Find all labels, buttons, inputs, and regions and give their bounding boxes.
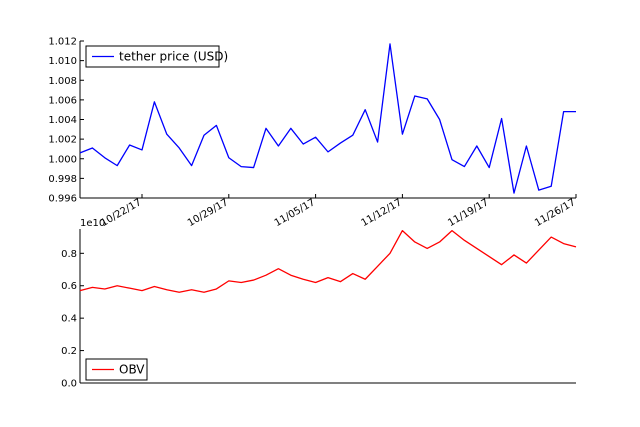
legend-frame (85, 358, 148, 381)
x-tick-label: 10/29/17 (186, 197, 230, 229)
series-line (79, 229, 577, 293)
legend-label: OBV (119, 363, 145, 377)
legend-frame (85, 45, 220, 68)
y-tick-label: 1.002 (48, 135, 77, 146)
price-chart: 0.996 0.998 1.000 1.002 1.004 1.006 1.008 1.010… (48, 37, 577, 230)
y-tick-label: 0.6 (61, 281, 77, 292)
series-line (79, 43, 576, 194)
y-tick-label: 1.012 (48, 37, 77, 48)
axis-offset-label: 1e10 (80, 218, 105, 229)
x-tick-label: 11/12/17 (359, 197, 403, 229)
legend: OBV (85, 358, 148, 381)
y-tick-label: 1.000 (48, 154, 77, 165)
obv-chart: 0.0 0.2 0.4 0.6 0.8 1e10 OBV (61, 218, 577, 390)
y-tick-label: 1.010 (48, 56, 77, 67)
legend-label: tether price (USD) (119, 50, 228, 64)
y-tick-label: 0.2 (61, 346, 77, 357)
y-tick-label: 1.004 (48, 115, 77, 126)
x-tick-label: 11/26/17 (533, 197, 577, 229)
y-tick-label: 1.008 (48, 76, 77, 87)
x-tick-label: 11/19/17 (446, 197, 490, 229)
y-tick-label: 0.0 (61, 379, 77, 390)
y-tick-label: 0.996 (48, 194, 77, 205)
x-tick-label: 11/05/17 (273, 197, 317, 229)
legend: tether price (USD) (85, 45, 228, 68)
y-tick-label: 0.998 (48, 174, 77, 185)
y-tick-label: 1.006 (48, 95, 77, 106)
y-tick-label: 0.4 (61, 314, 77, 325)
y-tick-label: 0.8 (61, 249, 77, 260)
x-tick-label: 10/22/17 (99, 197, 143, 229)
